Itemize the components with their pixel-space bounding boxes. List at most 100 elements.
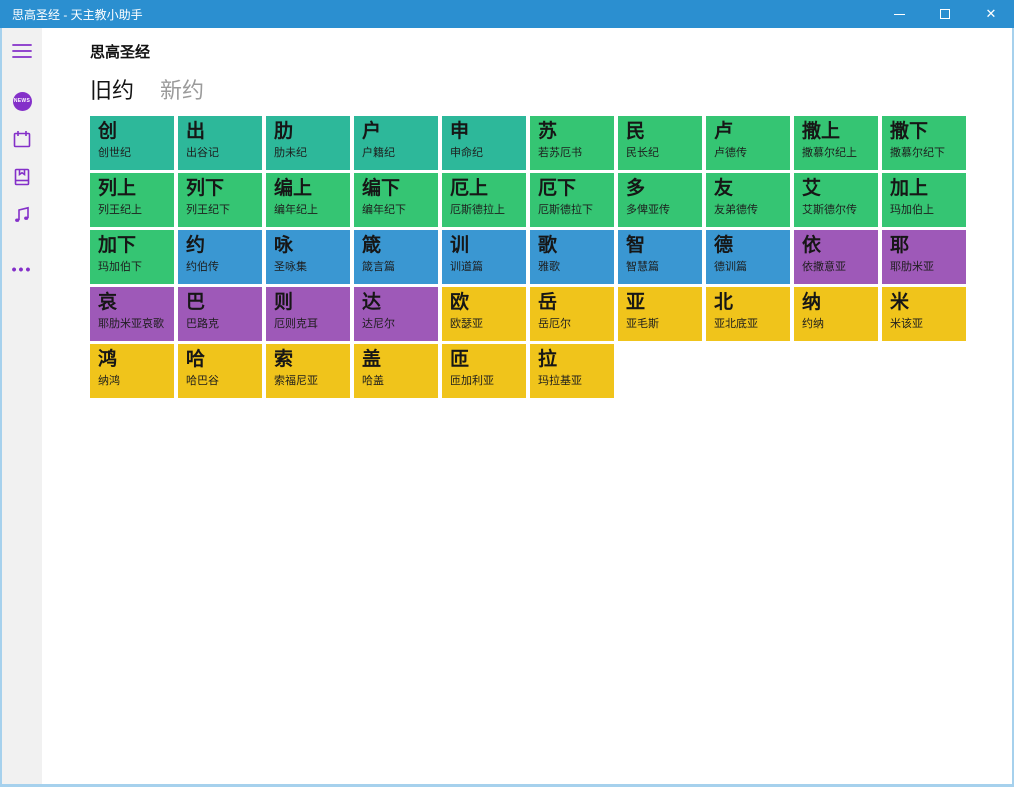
book-tile[interactable]: 拉 玛拉基亚	[530, 344, 614, 399]
book-name: 友弟德传	[714, 204, 758, 217]
book-name: 户籍纪	[362, 147, 395, 160]
book-name: 米该亚	[890, 318, 923, 331]
book-tile[interactable]: 巴 巴路克	[178, 287, 262, 342]
book-abbr: 加下	[98, 235, 137, 257]
book-abbr: 编上	[274, 178, 313, 200]
book-tile[interactable]: 匝 匝加利亚	[442, 344, 526, 399]
book-tile[interactable]: 肋 肋未纪	[266, 116, 350, 171]
book-tile[interactable]: 撒上 撒慕尔纪上	[794, 116, 878, 171]
news-icon: NEWS	[12, 91, 32, 111]
book-tile[interactable]: 米 米该亚	[882, 287, 966, 342]
hamburger-menu-button[interactable]	[2, 38, 42, 64]
book-name: 卢德传	[714, 147, 747, 160]
book-name: 训道篇	[450, 261, 483, 274]
book-abbr: 北	[714, 292, 734, 314]
book-tile[interactable]: 卢 卢德传	[706, 116, 790, 171]
book-tile[interactable]: 出 出谷记	[178, 116, 262, 171]
book-tile[interactable]: 户 户籍纪	[354, 116, 438, 171]
book-tile[interactable]: 厄下 厄斯德拉下	[530, 173, 614, 228]
tab-old-testament[interactable]: 旧约	[90, 78, 135, 103]
calendar-icon	[13, 131, 31, 148]
book-icon	[14, 168, 30, 186]
book-tile[interactable]: 欧 欧瑟亚	[442, 287, 526, 342]
book-tile[interactable]: 依 依撒意亚	[794, 230, 878, 285]
book-tile[interactable]: 民 民长纪	[618, 116, 702, 171]
book-name: 箴言篇	[362, 261, 395, 274]
book-tile[interactable]: 厄上 厄斯德拉上	[442, 173, 526, 228]
book-abbr: 卢	[714, 121, 734, 143]
book-tile[interactable]: 鸿 纳鸿	[90, 344, 174, 399]
book-abbr: 则	[274, 292, 294, 314]
maximize-button[interactable]	[922, 0, 968, 28]
book-name: 厄斯德拉下	[538, 204, 593, 217]
book-abbr: 哀	[98, 292, 118, 314]
book-tile[interactable]: 列上 列王纪上	[90, 173, 174, 228]
book-tile[interactable]: 纳 约纳	[794, 287, 878, 342]
sidebar-item-news[interactable]: NEWS	[2, 88, 42, 114]
book-tile[interactable]: 列下 列王纪下	[178, 173, 262, 228]
book-tile[interactable]: 创 创世纪	[90, 116, 174, 171]
book-tile[interactable]: 索 索福尼亚	[266, 344, 350, 399]
book-tile[interactable]: 编上 编年纪上	[266, 173, 350, 228]
book-name: 雅歌	[538, 261, 560, 274]
page-title: 思高圣经	[90, 44, 151, 61]
book-tile[interactable]: 哀 耶肋米亚哀歌	[90, 287, 174, 342]
book-tile[interactable]: 歌 雅歌	[530, 230, 614, 285]
book-tile[interactable]: 加上 玛加伯上	[882, 173, 966, 228]
book-name: 圣咏集	[274, 261, 307, 274]
sidebar-item-music[interactable]	[2, 202, 42, 228]
book-tile[interactable]: 友 友弟德传	[706, 173, 790, 228]
book-name: 撒慕尔纪下	[890, 147, 945, 160]
window-title: 思高圣经 - 天主教小助手	[12, 7, 143, 22]
book-tile[interactable]: 艾 艾斯德尔传	[794, 173, 878, 228]
sidebar-item-calendar[interactable]	[2, 126, 42, 152]
testament-tabs: 旧约 新约	[90, 78, 1012, 103]
book-tile[interactable]: 北 亚北底亚	[706, 287, 790, 342]
book-tile[interactable]: 训 训道篇	[442, 230, 526, 285]
book-tile[interactable]: 哈 哈巴谷	[178, 344, 262, 399]
book-tile[interactable]: 约 约伯传	[178, 230, 262, 285]
book-name: 依撒意亚	[802, 261, 846, 274]
book-tile[interactable]: 亚 亚毛斯	[618, 287, 702, 342]
sidebar-item-book[interactable]	[2, 164, 42, 190]
book-tile[interactable]: 加下 玛加伯下	[90, 230, 174, 285]
main-content: 思高圣经 旧约 新约 创 创世纪 出 出谷记 肋 肋未纪 户 户籍纪 申 申命纪…	[42, 28, 1012, 784]
book-abbr: 出	[186, 121, 206, 143]
tab-new-testament[interactable]: 新约	[160, 78, 205, 103]
book-tile[interactable]: 咏 圣咏集	[266, 230, 350, 285]
book-name: 多俾亚传	[626, 204, 670, 217]
book-abbr: 达	[362, 292, 382, 314]
book-tile[interactable]: 达 达尼尔	[354, 287, 438, 342]
book-tile[interactable]: 盖 哈盖	[354, 344, 438, 399]
book-tile[interactable]: 耶 耶肋米亚	[882, 230, 966, 285]
book-tile[interactable]: 苏 若苏厄书	[530, 116, 614, 171]
book-name: 岳厄尔	[538, 318, 571, 331]
close-button[interactable]: ✕	[968, 0, 1014, 28]
book-tile[interactable]: 申 申命纪	[442, 116, 526, 171]
book-abbr: 智	[626, 235, 646, 257]
book-tile[interactable]: 箴 箴言篇	[354, 230, 438, 285]
book-name: 达尼尔	[362, 318, 395, 331]
minimize-button[interactable]	[876, 0, 922, 28]
book-tile[interactable]: 则 厄则克耳	[266, 287, 350, 342]
book-tile[interactable]: 撒下 撒慕尔纪下	[882, 116, 966, 171]
book-abbr: 咏	[274, 235, 294, 257]
book-name: 索福尼亚	[274, 375, 318, 388]
book-tile[interactable]: 德 德训篇	[706, 230, 790, 285]
book-abbr: 约	[186, 235, 206, 257]
book-name: 若苏厄书	[538, 147, 582, 160]
book-name: 欧瑟亚	[450, 318, 483, 331]
book-name: 玛加伯上	[890, 204, 934, 217]
book-abbr: 厄上	[450, 178, 489, 200]
book-abbr: 索	[274, 349, 294, 371]
book-grid: 创 创世纪 出 出谷记 肋 肋未纪 户 户籍纪 申 申命纪 苏 若苏厄书 民 民…	[90, 116, 1012, 399]
book-abbr: 盖	[362, 349, 382, 371]
book-tile[interactable]: 智 智慧篇	[618, 230, 702, 285]
book-tile[interactable]: 多 多俾亚传	[618, 173, 702, 228]
sidebar-item-more[interactable]: •••	[2, 256, 42, 282]
book-tile[interactable]: 岳 岳厄尔	[530, 287, 614, 342]
book-abbr: 拉	[538, 349, 558, 371]
book-tile[interactable]: 编下 编年纪下	[354, 173, 438, 228]
book-name: 巴路克	[186, 318, 219, 331]
